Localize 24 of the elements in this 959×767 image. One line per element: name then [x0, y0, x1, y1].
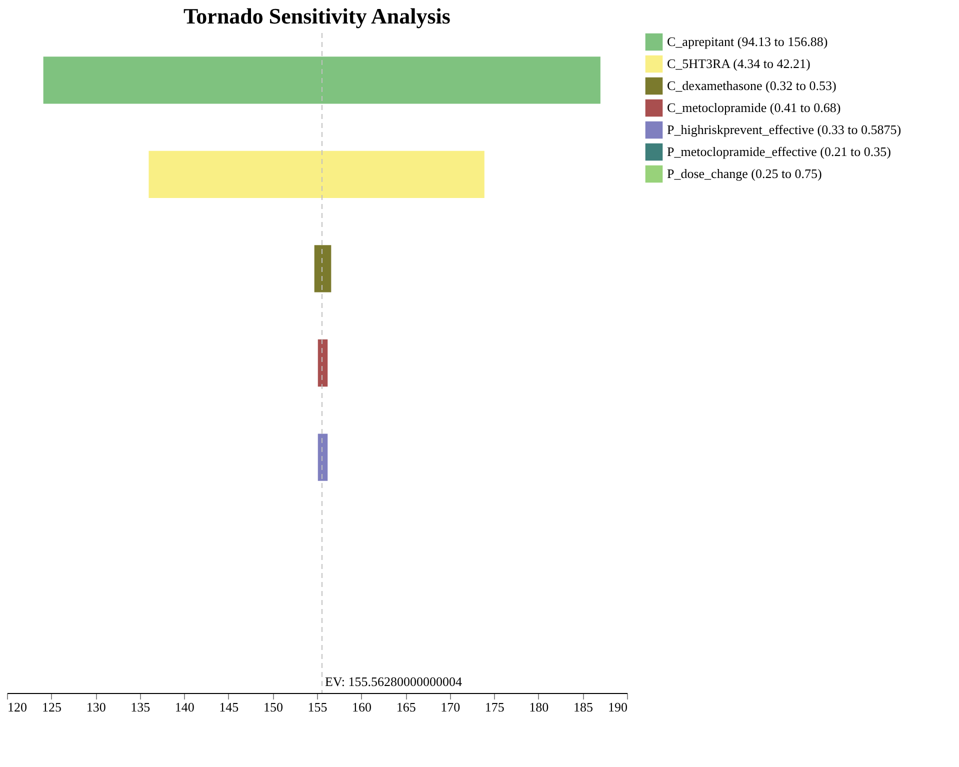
ref-line-label: EV: 155.56280000000004 — [324, 674, 462, 689]
x-tick-label: 120 — [8, 700, 27, 714]
legend-label: C_metoclopramide (0.41 to 0.68) — [667, 100, 841, 115]
legend-label: C_aprepitant (94.13 to 156.88) — [667, 34, 828, 49]
legend-label: P_highriskprevent_effective (0.33 to 0.5875) — [667, 122, 902, 137]
x-tick-label: 190 — [608, 700, 628, 714]
x-tick-label: 150 — [263, 700, 283, 714]
x-tick-label: 145 — [219, 700, 239, 714]
x-tick-label: 135 — [130, 700, 150, 714]
legend-label: P_metoclopramide_effective (0.21 to 0.35) — [667, 144, 891, 159]
legend-label: P_dose_change (0.25 to 0.75) — [667, 166, 822, 181]
x-tick-label: 130 — [86, 700, 106, 714]
x-tick-label: 125 — [42, 700, 62, 714]
x-tick-label: 175 — [484, 700, 504, 714]
chart-title: Tornado Sensitivity Analysis — [184, 4, 451, 28]
x-tick-label: 140 — [174, 700, 194, 714]
x-tick-label: 180 — [529, 700, 549, 714]
x-tick-label: 155 — [308, 700, 328, 714]
legend-label: C_dexamethasone (0.32 to 0.53) — [667, 78, 836, 93]
x-tick-label: 170 — [440, 700, 460, 714]
x-tick-label: 165 — [396, 700, 416, 714]
x-tick-label: 160 — [352, 700, 372, 714]
x-tick-label: 185 — [573, 700, 593, 714]
legend-label: C_5HT3RA (4.34 to 42.21) — [667, 56, 810, 71]
